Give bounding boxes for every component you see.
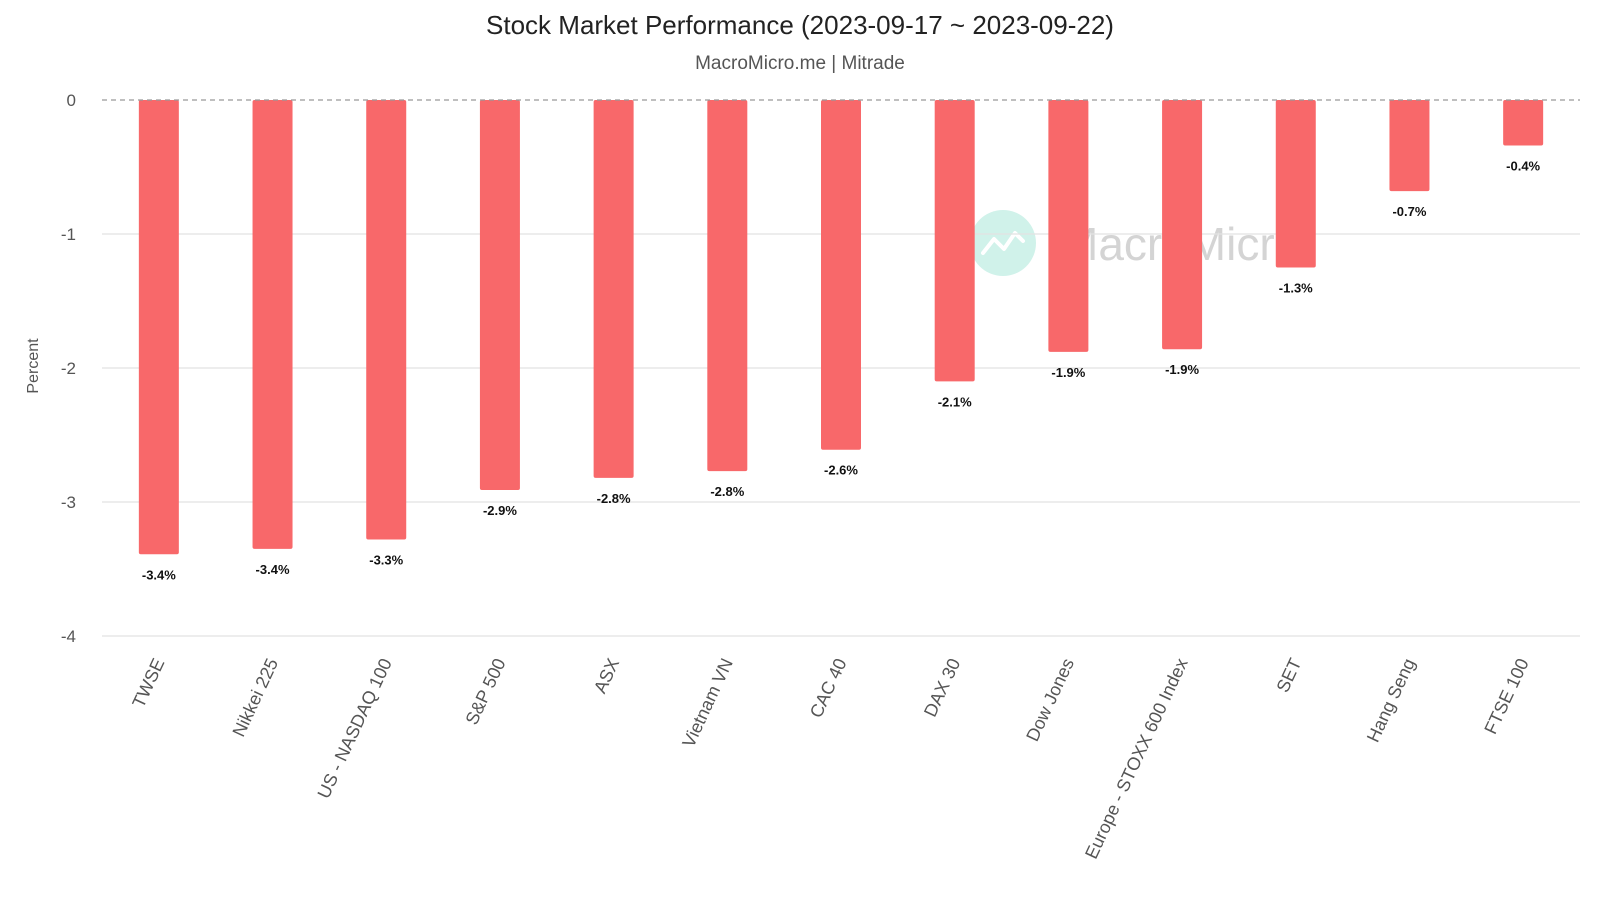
x-tick-label: TWSE (128, 655, 168, 711)
data-label: -2.6% (824, 463, 858, 478)
bar (138, 100, 179, 555)
bar (821, 100, 861, 450)
x-tick-label: Hang Seng (1363, 655, 1419, 745)
bar (1048, 100, 1089, 352)
x-tick-label: ASX (590, 655, 623, 696)
data-label: -1.9% (1051, 365, 1085, 380)
watermark-circle (970, 210, 1036, 276)
bar (1389, 100, 1430, 192)
x-tick-label: CAC 40 (806, 655, 851, 721)
data-label: -2.8% (597, 491, 631, 506)
bar (1275, 100, 1316, 268)
bar (1503, 100, 1544, 146)
x-tick-label: S&P 500 (462, 655, 510, 728)
y-tick-label: 0 (67, 91, 76, 110)
bar (479, 100, 520, 490)
x-tick-label: Vietnam VN (678, 655, 737, 750)
x-tick-label: Nikkei 225 (229, 655, 283, 740)
chart-subtitle: MacroMicro.me | Mitrade (695, 53, 905, 74)
bar (1162, 100, 1203, 350)
data-label: -1.3% (1279, 281, 1313, 296)
data-label: -2.9% (483, 503, 517, 518)
y-axis-title: Percent (25, 338, 42, 394)
data-label: -3.4% (142, 567, 176, 582)
watermark: MacroMicro (970, 210, 1300, 276)
x-tick-label: FTSE 100 (1480, 655, 1532, 737)
y-tick-label: -1 (61, 225, 76, 244)
data-label: -0.4% (1506, 159, 1540, 174)
y-tick-label: -4 (61, 627, 76, 646)
data-label: -2.1% (938, 394, 972, 409)
chart-line-icon (981, 231, 1025, 255)
data-label: -3.3% (369, 553, 403, 568)
y-tick-label: -2 (61, 359, 76, 378)
x-tick-label: DAX 30 (920, 655, 964, 720)
data-label: -3.4% (256, 562, 290, 577)
chart-title: Stock Market Performance (2023-09-17 ~ 2… (486, 10, 1114, 40)
data-label: -2.8% (710, 484, 744, 499)
y-tick-label: -3 (61, 493, 76, 512)
data-label: -1.9% (1165, 362, 1199, 377)
x-tick-label: US - NASDAQ 100 (313, 655, 395, 801)
grid-layer: 0 -1 -2 -3 -4 (61, 91, 1580, 646)
bars-layer (138, 100, 1544, 555)
bar (366, 100, 407, 540)
x-tick-label: Dow Jones (1022, 655, 1078, 744)
bar (934, 100, 975, 382)
x-tick-label: SET (1272, 655, 1305, 695)
bar (252, 100, 293, 549)
bar (593, 100, 634, 478)
x-tick-label: Europe - STOXX 600 Index (1081, 655, 1192, 862)
data-label: -0.7% (1392, 204, 1426, 219)
bar (707, 100, 748, 472)
